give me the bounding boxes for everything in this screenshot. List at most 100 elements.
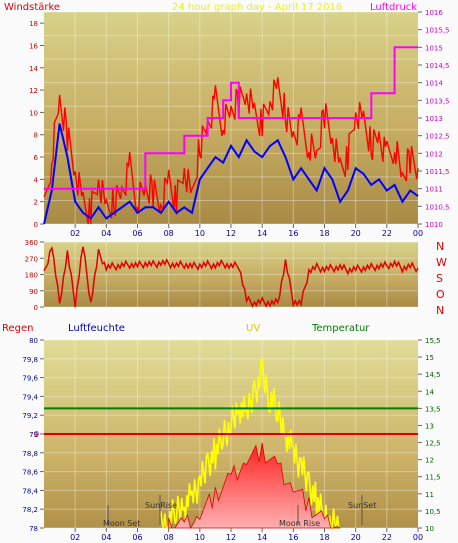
y-left-tick-label: 18 bbox=[29, 20, 38, 28]
dir-letter: N bbox=[436, 304, 444, 317]
sunrise-label: SunRise bbox=[145, 501, 177, 510]
panel2-grid bbox=[44, 241, 418, 308]
x-tick-label: 12 bbox=[226, 533, 236, 542]
y-left-tick-label: 270 bbox=[25, 255, 38, 263]
y-left-tick-label: 78,6 bbox=[22, 469, 38, 477]
panel1-series bbox=[43, 46, 419, 225]
y-right-tick-label: 11,5 bbox=[425, 474, 441, 482]
panel2-y-ticks: 0 90 180 270 360 bbox=[25, 239, 44, 312]
y-right-tick-label: 10,5 bbox=[425, 508, 441, 516]
y-right-tick-label: 1010 bbox=[425, 221, 443, 229]
y-right-tick-label: 1016 bbox=[425, 9, 443, 17]
panel1-y-left-ticks: 0 2 4 6 8 10 12 14 16 18 bbox=[29, 20, 44, 229]
y-right-tick-label: 1014,5 bbox=[425, 62, 450, 70]
x-tick-label: 22 bbox=[382, 533, 392, 542]
x-tick-label: 18 bbox=[319, 533, 329, 542]
y-left-tick-label: 79,2 bbox=[22, 412, 38, 420]
x-tick-label: 18 bbox=[319, 229, 329, 238]
wind-average-line bbox=[43, 123, 419, 225]
y-right-tick-label: 13,5 bbox=[425, 405, 441, 413]
y-left-tick-label: 79,6 bbox=[22, 375, 38, 383]
y-right-tick-label: 11 bbox=[425, 491, 434, 499]
panel3-series bbox=[44, 357, 418, 529]
graph-title: 24 hour graph day - April 17 2016 bbox=[172, 2, 342, 13]
y-right-tick-label: 1010,5 bbox=[425, 203, 450, 211]
panel2-plot-bg bbox=[44, 242, 418, 307]
x-tick-label: 04 bbox=[101, 533, 111, 542]
x-tick-label: 14 bbox=[257, 229, 267, 238]
y-left-tick-label: 4 bbox=[34, 176, 39, 184]
x-tick-label: 20 bbox=[351, 533, 361, 542]
y-left-tick-label: 90 bbox=[29, 288, 38, 296]
x-tick-label: 02 bbox=[70, 229, 80, 238]
uv-area bbox=[168, 442, 341, 529]
y-left-tick-label: 79,8 bbox=[22, 356, 38, 364]
y-right-tick-label: 1012 bbox=[425, 150, 443, 158]
y-left-tick-label: 6 bbox=[34, 154, 39, 162]
x-tick-label: 20 bbox=[351, 229, 361, 238]
pressure-line bbox=[44, 46, 418, 190]
luftfeuchte-label: Luftfeuchte bbox=[68, 323, 125, 334]
y-left-tick-label: 12 bbox=[29, 87, 38, 95]
x-tick-label: 10 bbox=[195, 533, 205, 542]
wind-label: Windstärke bbox=[4, 2, 60, 13]
panel3-y-left-ticks: 78 78,2 78,4 78,6 78,8 79 79,2 79,4 79,6 79,8 80 bbox=[22, 337, 44, 533]
y-left-tick-label: 2 bbox=[34, 199, 38, 207]
y-left-tick-label: 80 bbox=[29, 337, 38, 345]
x-tick-label: 22 bbox=[382, 229, 392, 238]
y-right-tick-label: 15,5 bbox=[425, 337, 441, 345]
x-tick-label: 16 bbox=[288, 229, 298, 238]
wind-direction-line bbox=[43, 245, 419, 308]
direction-letters: N W S O N bbox=[436, 240, 447, 317]
panel1-x-ticks: 02 04 06 08 10 12 14 16 18 20 22 00 bbox=[70, 224, 423, 238]
x-tick-label: 06 bbox=[132, 533, 142, 542]
x-tick-label: 00 bbox=[413, 229, 423, 238]
y-right-tick-label: 1015,5 bbox=[425, 27, 450, 35]
y-right-tick-label: 1011 bbox=[425, 186, 443, 194]
y-right-tick-label: 10 bbox=[425, 525, 434, 533]
y-left-tick-label: 0 bbox=[34, 304, 38, 312]
dir-letter: N bbox=[436, 240, 444, 253]
y-right-tick-label: 1012,5 bbox=[425, 133, 450, 141]
moon-rise-label: Moon Rise bbox=[279, 519, 320, 528]
x-tick-label: 04 bbox=[101, 229, 111, 238]
x-tick-label: 10 bbox=[195, 229, 205, 238]
temperatur-label: Temperatur bbox=[311, 323, 370, 334]
y-left-tick-label: 180 bbox=[25, 272, 38, 280]
y-left-tick-label: 78,2 bbox=[22, 506, 38, 514]
wind-direction-panel: 0 90 180 270 360 N W S O N bbox=[25, 239, 447, 317]
y-right-tick-label: 14,5 bbox=[425, 371, 441, 379]
dir-letter: S bbox=[436, 272, 443, 285]
y-left-tick-label: 78,8 bbox=[22, 450, 38, 458]
y-right-tick-label: 13 bbox=[425, 422, 434, 430]
y-left-tick-label: 79,4 bbox=[22, 393, 38, 401]
uv-label: UV bbox=[246, 323, 260, 334]
y-right-tick-label: 12 bbox=[425, 457, 434, 465]
wind-gust-line bbox=[43, 77, 419, 225]
regen-label: Regen bbox=[2, 323, 34, 334]
y-right-tick-label: 1013,5 bbox=[425, 97, 450, 105]
y-left-tick-label: 8 bbox=[34, 132, 38, 140]
y-right-tick-label: 1013 bbox=[425, 115, 443, 123]
panel1-y-right-ticks: 1010 1010,5 1011 1011,5 1012 1012,5 1013 1013,5… bbox=[418, 9, 450, 229]
x-tick-label: 16 bbox=[288, 533, 298, 542]
x-tick-label: 08 bbox=[164, 533, 174, 542]
dir-letter: W bbox=[436, 256, 447, 269]
solar-line bbox=[160, 357, 341, 529]
y-right-tick-label: 1011,5 bbox=[425, 168, 450, 176]
x-tick-label: 00 bbox=[413, 533, 423, 542]
y-left-tick-label: 79 bbox=[29, 431, 38, 439]
panel2-series bbox=[43, 245, 419, 308]
y-right-tick-label: 1015 bbox=[425, 44, 443, 52]
y-right-tick-label: 12,5 bbox=[425, 440, 441, 448]
panel3-y-right-ticks: 10 10,5 11 11,5 12 12,5 13 13,5 14 14,5 15 15,5 bbox=[418, 337, 441, 533]
y-left-tick-label: 10 bbox=[29, 109, 38, 117]
y-left-tick-label: 0 bbox=[34, 221, 38, 229]
y-left-tick-label: 360 bbox=[25, 239, 38, 247]
x-tick-label: 06 bbox=[132, 229, 142, 238]
y-left-tick-label: 78,4 bbox=[22, 487, 38, 495]
y-left-tick-label: 16 bbox=[29, 42, 38, 50]
moon-set-label: Moon Set bbox=[103, 519, 140, 528]
